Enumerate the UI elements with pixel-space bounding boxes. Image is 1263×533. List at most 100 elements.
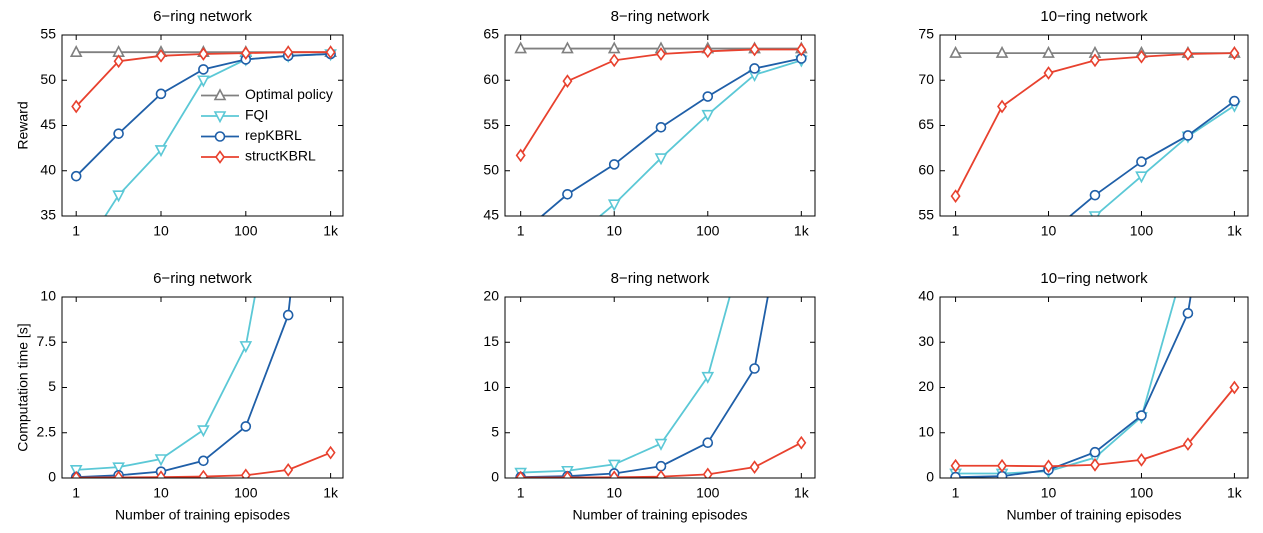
marker [655,122,667,133]
y-tick-label: 40 [918,288,934,304]
y-tick-label: 35 [40,207,56,223]
marker [607,459,621,472]
x-tick-label: 10 [606,223,622,239]
marker [1088,211,1102,216]
marker [997,458,1008,473]
plot-frame [504,296,816,479]
marker [197,75,210,88]
marker [749,63,760,74]
marker [112,462,125,475]
marker [112,190,125,203]
legend-marker [214,131,226,142]
marker [749,42,760,57]
marker [1136,49,1147,64]
marker [1136,453,1147,467]
marker [796,42,807,57]
marker [515,470,526,478]
marker [950,458,961,473]
y-tick-label: 55 [483,116,499,132]
x-tick-label: 1 [72,485,80,501]
marker [1043,66,1054,80]
chart-title: 10−ring network [1040,270,1148,287]
x-axis-label: Number of training episodes [115,507,290,523]
x-tick-label: 100 [234,485,258,501]
plot-frame [939,296,1249,479]
legend-label: repKBRL [245,127,302,143]
x-tick-label: 10 [1041,485,1057,501]
legend-label: Optimal policy [245,86,333,102]
legend-marker [213,111,227,124]
marker [1229,46,1240,60]
y-tick-label: 10 [483,378,499,394]
marker [562,188,573,200]
x-tick-label: 1 [952,223,960,239]
panel: 10−ring network Number of training episod… [918,22,1249,523]
y-tick-label: 2.5 [37,423,57,439]
marker [514,41,527,54]
x-tick-label: 1k [1227,223,1243,239]
y-tick-label: 55 [918,207,934,223]
marker [1044,248,1054,258]
marker [1089,446,1101,458]
plot-frame [61,296,344,479]
marker [69,44,83,57]
marker [1182,130,1194,141]
marker [654,153,668,166]
y-tick-label: 10 [40,288,56,304]
marker [1043,459,1054,474]
marker [950,471,961,478]
marker [607,41,621,54]
x-tick-label: 10 [1041,223,1057,239]
x-tick-label: 100 [1130,485,1154,501]
marker [240,468,251,478]
marker [749,460,760,475]
marker [1136,410,1147,421]
marker [1089,189,1101,201]
marker [71,257,81,267]
marker [607,199,621,212]
x-tick-label: 1 [952,485,960,501]
x-tick-label: 1 [72,223,80,239]
marker [701,371,715,384]
marker [995,45,1009,58]
legend-label: structKBRL [245,148,316,164]
marker [516,275,526,285]
legend-marker [215,150,225,164]
x-tick-label: 1k [323,485,339,501]
marker [239,341,253,354]
marker [701,109,715,122]
marker [240,46,251,60]
x-tick-label: 100 [696,485,720,501]
y-axis-label: Reward [15,101,31,149]
marker [796,435,807,450]
marker [997,99,1008,114]
panel: 6−ring network Reward 35 40 45 50 55 1 10 100 1k Op… [15,8,344,267]
marker [155,88,167,100]
marker [949,45,962,58]
plot-frame [939,34,1249,217]
marker [198,64,209,75]
x-tick-label: 1 [517,223,525,239]
y-tick-label: 65 [483,26,499,42]
series-group [949,22,1240,478]
marker [702,44,713,59]
x-tick-label: 10 [153,485,169,501]
y-tick-label: 5 [491,423,499,439]
marker [1090,458,1100,472]
y-tick-label: 20 [483,288,499,304]
marker [562,239,572,249]
legend: Optimal policy FQI repKBRL structKBRL [201,86,333,164]
x-tick-label: 100 [234,223,258,239]
marker [998,266,1007,275]
y-tick-label: 70 [918,71,934,87]
marker [1229,22,1239,32]
marker [702,467,713,478]
y-tick-label: 75 [918,26,934,42]
y-tick-label: 0 [48,469,56,485]
marker [562,470,573,478]
marker [656,47,666,61]
marker [154,145,168,158]
y-tick-label: 0 [491,469,499,485]
marker [1182,437,1193,451]
y-tick-label: 5 [48,378,56,394]
